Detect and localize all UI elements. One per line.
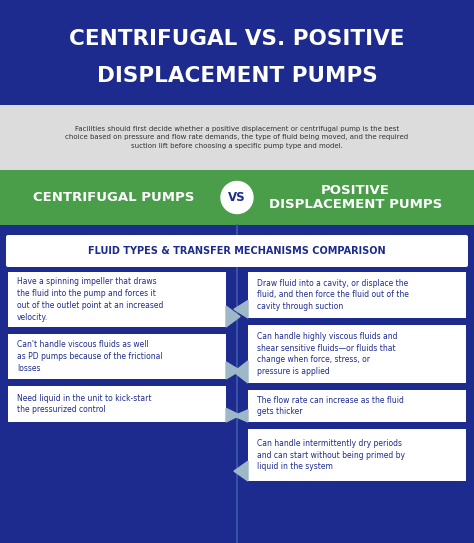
FancyBboxPatch shape	[248, 272, 466, 318]
Text: The flow rate can increase as the fluid
gets thicker: The flow rate can increase as the fluid …	[257, 395, 404, 416]
Text: CENTRIFUGAL VS. POSITIVE: CENTRIFUGAL VS. POSITIVE	[69, 29, 405, 49]
Text: Facilities should first decide whether a positive displacement or centrifugal pu: Facilities should first decide whether a…	[65, 126, 409, 149]
FancyBboxPatch shape	[248, 429, 466, 481]
FancyBboxPatch shape	[248, 325, 466, 383]
FancyBboxPatch shape	[0, 170, 474, 225]
Polygon shape	[226, 306, 240, 327]
Polygon shape	[226, 362, 240, 379]
Polygon shape	[226, 408, 240, 422]
Text: Can handle highly viscous fluids and
shear sensitive fluids—or fluids that
chang: Can handle highly viscous fluids and she…	[257, 332, 398, 376]
Text: FLUID TYPES & TRANSFER MECHANISMS COMPARISON: FLUID TYPES & TRANSFER MECHANISMS COMPAR…	[88, 246, 386, 256]
Text: CENTRIFUGAL PUMPS: CENTRIFUGAL PUMPS	[33, 191, 194, 204]
Text: Draw fluid into a cavity, or displace the
fluid, and then force the fluid out of: Draw fluid into a cavity, or displace th…	[257, 279, 409, 312]
FancyBboxPatch shape	[0, 225, 474, 543]
Text: VS: VS	[228, 191, 246, 204]
FancyBboxPatch shape	[0, 105, 474, 170]
Polygon shape	[234, 461, 248, 481]
FancyBboxPatch shape	[8, 386, 226, 422]
Text: Have a spinning impeller that draws
the fluid into the pump and forces it
out of: Have a spinning impeller that draws the …	[17, 277, 164, 322]
Text: Can handle intermittently dry periods
and can start without being primed by
liqu: Can handle intermittently dry periods an…	[257, 439, 405, 471]
FancyBboxPatch shape	[248, 390, 466, 422]
Circle shape	[221, 181, 253, 213]
FancyBboxPatch shape	[8, 272, 226, 327]
Polygon shape	[234, 361, 248, 383]
Text: Can't handle viscous fluids as well
as PD pumps because of the frictional
losses: Can't handle viscous fluids as well as P…	[17, 340, 163, 373]
Polygon shape	[234, 300, 248, 318]
Polygon shape	[234, 410, 248, 422]
FancyBboxPatch shape	[8, 334, 226, 379]
Text: POSITIVE
DISPLACEMENT PUMPS: POSITIVE DISPLACEMENT PUMPS	[269, 184, 442, 212]
FancyBboxPatch shape	[6, 235, 468, 267]
FancyBboxPatch shape	[0, 0, 474, 105]
Text: DISPLACEMENT PUMPS: DISPLACEMENT PUMPS	[97, 66, 377, 86]
Text: Need liquid in the unit to kick-start
the pressurized control: Need liquid in the unit to kick-start th…	[17, 394, 152, 414]
